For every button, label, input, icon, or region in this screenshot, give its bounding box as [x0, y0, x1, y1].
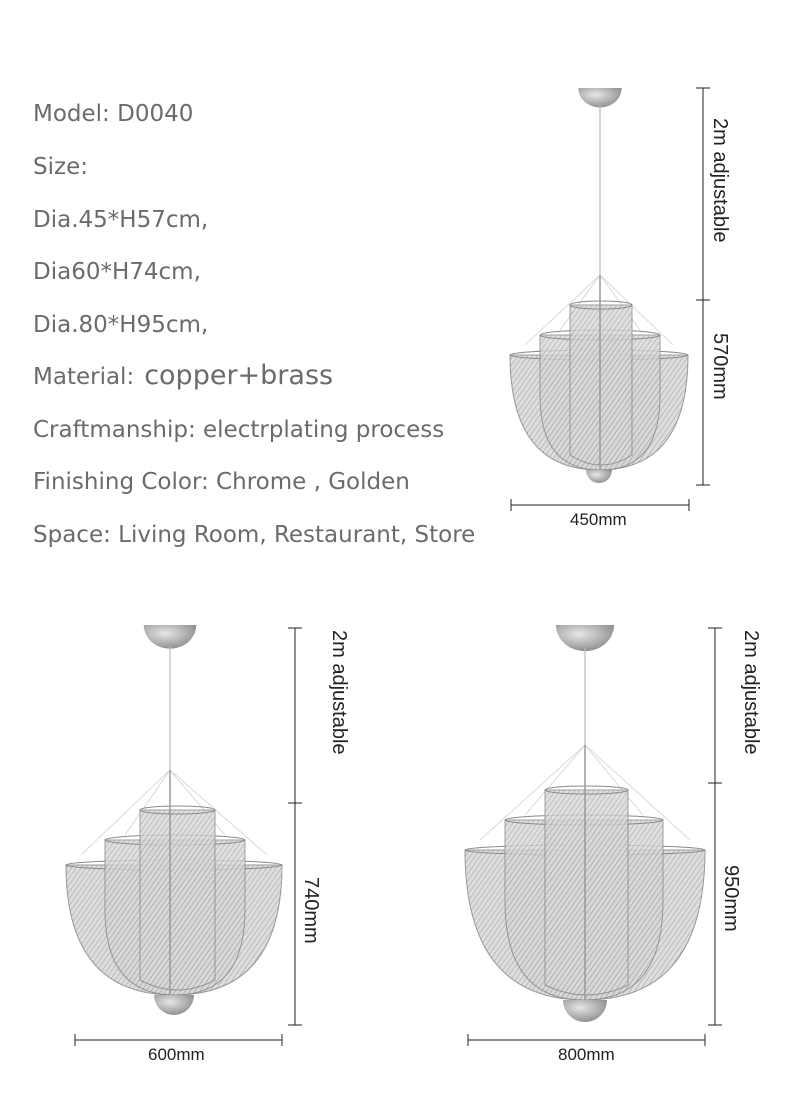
finishing-color-text: Finishing Color: Chrome , Golden: [33, 469, 410, 495]
lamp-3-suspension-wires: [479, 744, 691, 841]
lamp-2-cable-label: 2m adjustable: [328, 630, 350, 755]
lamp-2-canopy: [143, 625, 197, 649]
lamp-1-cylinder-rim: [569, 300, 633, 310]
lamp-1-suspension-wires: [524, 274, 674, 346]
lamp-3-cylinder-rim: [544, 785, 629, 795]
lamp-3-bottom-ball: [563, 1000, 607, 1022]
lamp-2-cylinder-rim: [139, 805, 216, 815]
lamp-1-canopy: [578, 88, 622, 108]
lamp-1-height-label: 570mm: [709, 333, 731, 400]
lamp-2-height-label: 740mm: [300, 877, 322, 944]
size-heading: Size:: [33, 154, 88, 180]
lamp-1-width-label: 450mm: [570, 510, 627, 529]
lamp-3-cable-label: 2m adjustable: [740, 630, 762, 755]
lamp-2-inner-mesh-cylinder: [139, 809, 216, 991]
lamp-1-cable-label: 2m adjustable: [709, 118, 731, 243]
lamp-2-bottom-ball: [154, 995, 194, 1015]
lamp-1-bottom-ball: [586, 470, 612, 483]
lamp-3-canopy: [555, 625, 615, 652]
material-text: Material: copper+brass: [33, 362, 333, 391]
space-text: Space: Living Room, Restaurant, Store: [33, 522, 476, 548]
lamp-3-height-label: 950mm: [720, 865, 742, 932]
size-option-2: Dia60*H74cm,: [33, 259, 201, 285]
lamp-3-inner-mesh-cylinder: [544, 789, 629, 996]
lamp-1-inner-mesh-cylinder: [569, 304, 633, 466]
model-text: Model: D0040: [33, 101, 194, 127]
lamp-3-width-label: 800mm: [558, 1045, 615, 1064]
lamp-2-width-label: 600mm: [148, 1045, 205, 1064]
size-option-1: Dia.45*H57cm,: [33, 207, 209, 233]
lamp-2-suspension-wires: [80, 769, 268, 856]
material-label: Material:: [33, 364, 135, 390]
craftmanship-text: Craftmanship: electrplating process: [33, 417, 445, 443]
size-option-3: Dia.80*H95cm,: [33, 312, 209, 338]
material-value: copper+brass: [144, 360, 334, 391]
